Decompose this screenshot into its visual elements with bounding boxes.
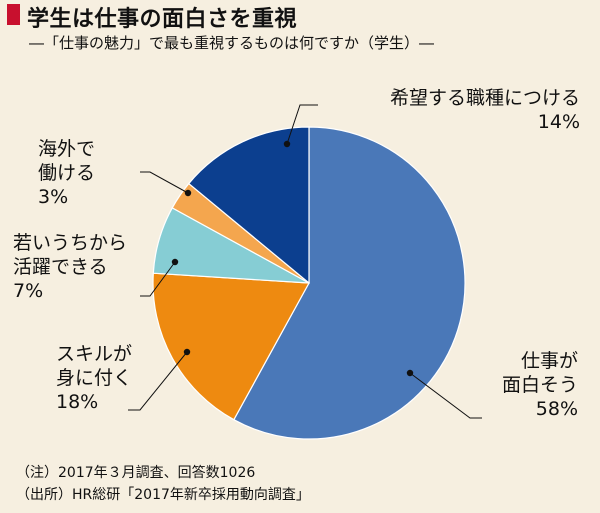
label-kaigai: 海外で 働ける 3% [38,137,95,209]
leader-line-kibou [286,104,318,145]
note-source: （出所）HR総研「2017年新卒採用動向調査」 [16,487,310,503]
pie-slice-skill [152,272,310,421]
leader-line-skill [128,351,188,411]
label-omoshiro: 仕事が 面白そう 58% [488,349,578,421]
leader-dot-kibou [283,140,291,148]
label-skill-line2: 身に付く [56,367,133,389]
label-skill-line1: スキルが [56,343,133,365]
label-wakai-line2: 活躍できる [13,256,108,278]
pie-slice-kibou [187,126,310,285]
leader-dot-kaigai [184,189,192,197]
label-kaigai-line1: 海外で [38,138,96,160]
leader-line-wakai [140,261,176,297]
chart-title: 学生は仕事の面白さを重視 [27,7,298,32]
note-survey: （注）2017年３月調査、回答数1026 [16,465,256,481]
chart-subtitle: ―「仕事の魅力」で最も重視するものは何ですか（学生）― [29,34,435,52]
label-skill: スキルが 身に付く 18% [56,342,132,414]
label-kibou-value: 14% [537,111,580,133]
leader-dot-wakai [171,258,179,266]
leader-dot-omoshiro [406,369,414,377]
leader-line-kaigai [140,171,189,194]
label-kibou: 希望する職種につける 14% [318,86,580,134]
label-omoshiro-value: 58% [535,398,578,420]
label-kaigai-line2: 働ける [38,162,96,184]
label-wakai-value: 7% [13,280,44,302]
label-kibou-line1: 希望する職種につける [389,87,580,109]
label-wakai: 若いうちから 活躍できる 7% [13,231,127,303]
leader-line-omoshiro [409,372,482,419]
title-marker [7,4,20,25]
label-wakai-line1: 若いうちから [13,232,128,254]
pie-slice-omoshiro [233,126,466,440]
label-omoshiro-line2: 面白そう [501,374,578,396]
label-kaigai-value: 3% [38,186,69,208]
leader-dot-skill [183,348,191,356]
label-skill-value: 18% [56,391,99,413]
label-omoshiro-line1: 仕事が [520,350,578,372]
